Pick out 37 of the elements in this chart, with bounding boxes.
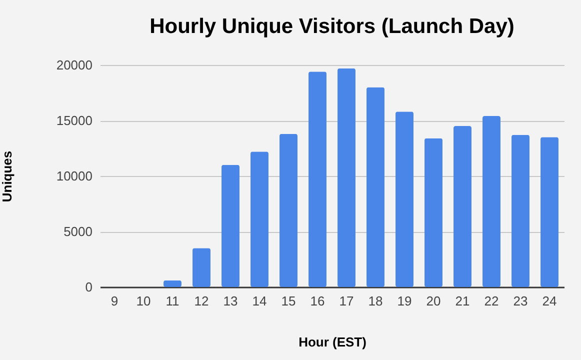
x-tick-label: 21 [455,294,470,308]
bar [308,72,326,287]
chart-title: Hourly Unique Visitors (Launch Day) [150,15,514,38]
bar [366,87,384,287]
bar [250,152,268,287]
y-tick-label: 15000 [56,113,92,128]
bar [192,248,210,287]
x-tick-label: 13 [223,294,238,308]
y-tick-label: 20000 [56,58,92,72]
bar [338,68,356,287]
x-tick-label: 20 [426,294,441,308]
y-tick-label: 0 [85,280,92,294]
x-tick-label: 24 [542,294,557,308]
x-tick-label: 19 [397,294,412,308]
bar [482,116,500,287]
bar [454,126,472,287]
x-tick-label: 12 [194,294,209,308]
x-tick-label: 10 [136,294,151,308]
y-tick-label: 10000 [56,168,92,184]
x-tick-label: 9 [110,294,118,308]
bar [424,138,442,287]
x-tick-label: 11 [166,294,180,308]
y-tick-label: 5000 [64,224,92,239]
x-tick-label: 22 [484,294,499,308]
x-tick-label: 18 [368,294,383,308]
x-tick-label: 15 [281,294,296,308]
bar [512,134,530,287]
x-axis-title: Hour (EST) [298,334,366,350]
x-tick-label: 17 [339,294,354,308]
bar [280,134,298,287]
y-axis-title: Uniques [0,150,14,202]
bar [396,112,414,287]
x-tick-label: 14 [252,294,267,308]
x-tick-label: 16 [310,294,325,308]
bar [540,137,558,287]
bar [222,164,240,287]
x-tick-label: 23 [513,294,528,308]
